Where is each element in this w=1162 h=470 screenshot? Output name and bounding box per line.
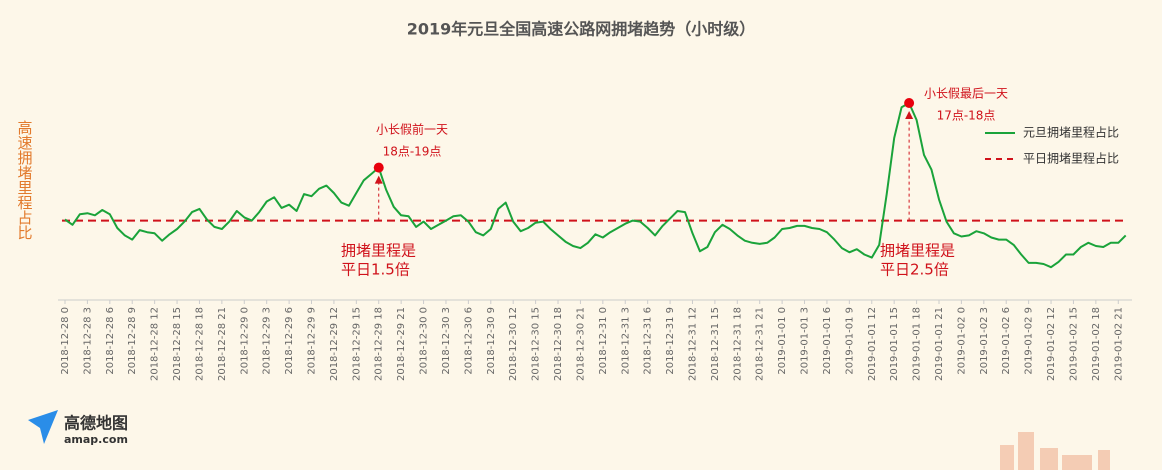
annotation-arrowhead [374,175,383,184]
x-tick-label: 2018-12-28 0 [60,307,71,375]
x-tick-label: 2019-01-02 18 [1091,307,1102,381]
x-tick-label: 2019-01-02 0 [956,307,967,375]
x-tick-label: 2018-12-31 12 [687,307,698,381]
x-tick-label: 2018-12-29 0 [239,307,250,375]
annotation-time: 17点-18点 [937,109,996,123]
x-tick-label: 2018-12-30 12 [508,307,519,381]
annotation-title: 小长假前一天 [376,122,448,137]
annotation-note: 平日1.5倍 [341,261,410,279]
annotation-time: 18点-19点 [383,145,442,159]
annotation-arrowhead [905,111,914,120]
x-tick-label: 2018-12-30 15 [531,307,542,381]
x-tick-label: 2018-12-28 12 [150,307,161,381]
x-tick-label: 2018-12-30 9 [486,307,497,375]
x-tick-label: 2018-12-28 21 [217,307,228,381]
x-tick-label: 2019-01-02 6 [1001,307,1012,375]
x-tick-label: 2019-01-02 15 [1068,307,1079,381]
legend-label: 平日拥堵里程占比 [1023,151,1119,166]
x-tick-label: 2019-01-01 18 [912,307,923,381]
x-tick-label: 2018-12-30 0 [419,307,430,375]
x-tick-label: 2018-12-31 18 [732,307,743,381]
x-tick-label: 2018-12-31 3 [620,307,631,375]
annotation-note: 拥堵里程是 [880,242,955,260]
x-tick-label: 2019-01-02 9 [1024,307,1035,375]
y-axis-label: 高速拥堵里程占比 [16,120,34,240]
logo: 高德地图 amap.com [28,410,128,446]
chart-title: 2019年元旦全国高速公路网拥堵趋势（小时级） [407,20,756,39]
data-line [64,102,1127,269]
annotation-note: 平日2.5倍 [880,261,949,279]
x-tick-label: 2018-12-30 18 [553,307,564,381]
x-tick-label: 2019-01-02 12 [1046,307,1057,381]
legend-label: 元旦拥堵里程占比 [1023,125,1119,140]
x-tick-label: 2018-12-29 3 [262,307,273,375]
x-tick-label: 2018-12-28 15 [172,307,183,381]
x-tick-label: 2018-12-28 3 [82,307,93,375]
x-tick-label: 2019-01-01 0 [777,307,788,375]
x-tick-label: 2018-12-31 9 [665,307,676,375]
x-tick-label: 2019-01-01 12 [867,307,878,381]
x-tick-label: 2018-12-29 21 [396,307,407,381]
x-tick-label: 2018-12-29 18 [374,307,385,381]
logo-icon [28,410,58,444]
logo-url: amap.com [64,433,128,446]
x-tick-label: 2018-12-29 6 [284,307,295,375]
x-tick-label: 2018-12-31 15 [710,307,721,381]
x-tick-label: 2018-12-29 15 [351,307,362,381]
peak-marker [904,98,915,109]
x-tick-label: 2018-12-31 6 [643,307,654,375]
x-tick-label: 2018-12-28 6 [105,307,116,375]
x-tick-label: 2019-01-02 21 [1113,307,1124,381]
x-tick-label: 2018-12-29 12 [329,307,340,381]
x-tick-label: 2019-01-01 9 [844,307,855,375]
logo-name: 高德地图 [64,414,128,433]
x-tick-label: 2019-01-01 6 [822,307,833,375]
x-tick-label: 2018-12-31 21 [755,307,766,381]
x-tick-label: 2018-12-30 21 [575,307,586,381]
x-tick-label: 2019-01-02 3 [979,307,990,375]
x-tick-label: 2019-01-01 3 [800,307,811,375]
decoration [1000,432,1110,470]
x-tick-label: 2019-01-01 21 [934,307,945,381]
annotation-title: 小长假最后一天 [924,87,1008,101]
x-tick-label: 2018-12-30 6 [463,307,474,375]
x-tick-label: 2018-12-28 9 [127,307,138,375]
x-tick-label: 2018-12-29 9 [307,307,318,375]
annotation-note: 拥堵里程是 [341,242,416,260]
x-tick-label: 2018-12-31 0 [598,307,609,375]
x-tick-label: 2019-01-01 15 [889,307,900,381]
x-tick-label: 2018-12-28 18 [194,307,205,381]
peak-marker [373,162,384,173]
x-tick-label: 2018-12-30 3 [441,307,452,375]
